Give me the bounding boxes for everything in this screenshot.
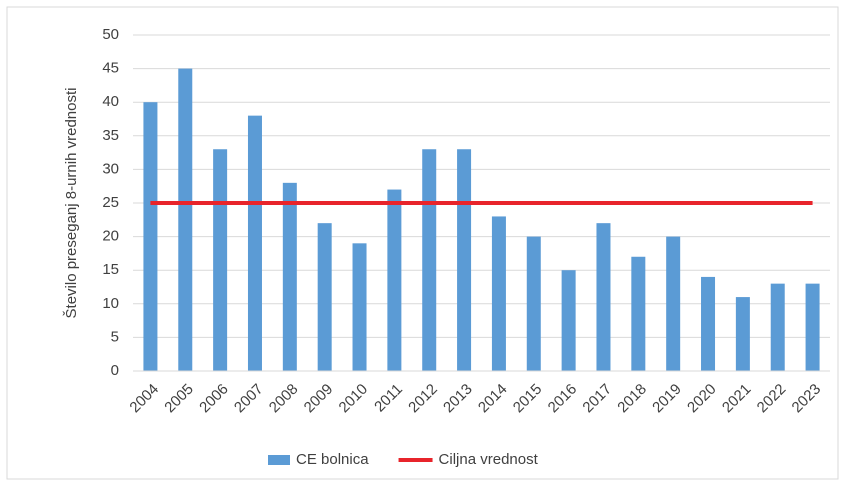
- bar: [422, 149, 437, 371]
- y-tick-label: 25: [102, 194, 119, 211]
- y-tick-label: 0: [111, 362, 119, 379]
- bar: [526, 236, 541, 371]
- bar: [770, 283, 785, 371]
- bar: [561, 270, 576, 371]
- y-tick-label: 30: [102, 160, 119, 177]
- bar: [666, 236, 681, 371]
- y-tick-label: 5: [111, 328, 119, 345]
- bar: [143, 102, 158, 371]
- legend-label: CE bolnica: [296, 451, 369, 468]
- bar: [247, 115, 262, 371]
- legend-swatch: [268, 455, 290, 465]
- legend-label: Ciljna vrednost: [439, 451, 539, 468]
- y-tick-label: 20: [102, 228, 119, 245]
- bar: [387, 189, 402, 371]
- bar: [213, 149, 228, 371]
- bar: [352, 243, 367, 371]
- y-axis-title: Število preseganj 8-urnih vrednosti: [63, 88, 80, 319]
- bar: [735, 297, 750, 371]
- bar: [805, 283, 820, 371]
- y-tick-label: 15: [102, 261, 119, 278]
- y-tick-label: 10: [102, 295, 119, 312]
- bar: [491, 216, 506, 371]
- y-tick-label: 45: [102, 60, 119, 77]
- bar: [178, 68, 193, 371]
- bar: [282, 182, 297, 371]
- bar: [596, 223, 611, 371]
- bar: [317, 223, 332, 371]
- bar: [457, 149, 472, 371]
- bar: [631, 256, 646, 371]
- y-tick-label: 40: [102, 93, 119, 110]
- y-tick-label: 35: [102, 127, 119, 144]
- y-tick-label: 50: [102, 26, 119, 43]
- bar: [701, 276, 716, 371]
